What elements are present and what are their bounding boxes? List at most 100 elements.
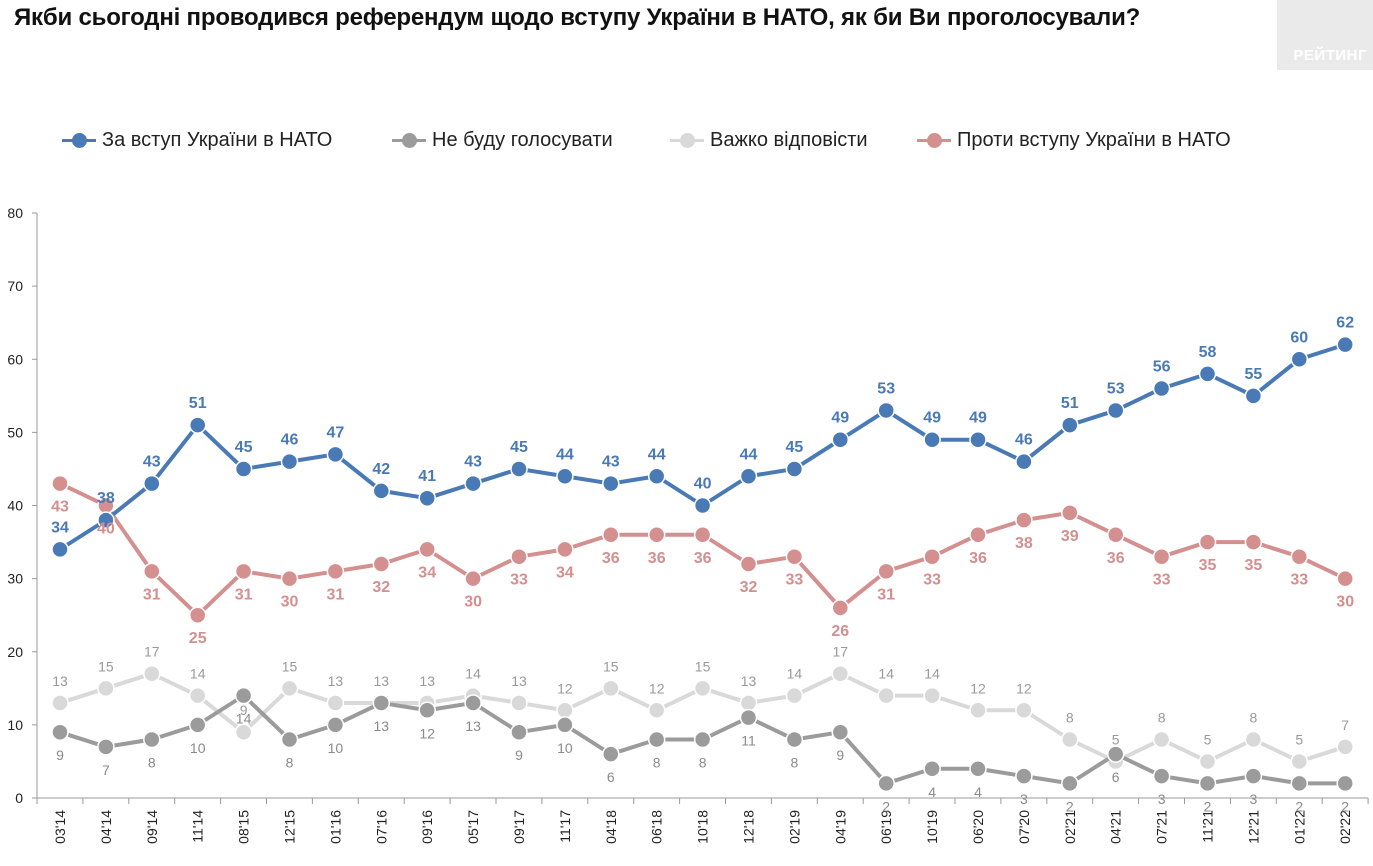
data-label: 44: [648, 446, 666, 463]
data-point: [188, 606, 207, 624]
series-2: [51, 664, 1354, 771]
legend-swatch: [62, 122, 96, 158]
x-tick-label: 06'18: [649, 810, 665, 844]
data-label: 12: [970, 680, 986, 696]
data-point: [602, 474, 620, 493]
data-label: 8: [148, 755, 156, 771]
data-label: 26: [831, 623, 849, 640]
data-point: [510, 460, 528, 478]
legend-item-1[interactable]: Не буду голосувати: [392, 122, 613, 158]
y-tick-label: 40: [7, 498, 23, 514]
data-point: [1290, 752, 1309, 771]
legend-item-2[interactable]: Важко відповісти: [670, 122, 868, 158]
data-label: 53: [877, 380, 895, 397]
y-tick-label: 20: [7, 644, 23, 660]
data-label: 38: [97, 490, 115, 507]
x-tick-label: 01'22: [1291, 810, 1307, 844]
x-tick-label: 04'19: [832, 810, 848, 844]
data-point: [1061, 416, 1079, 434]
data-label: 45: [235, 439, 253, 456]
data-point: [969, 430, 987, 449]
data-point: [418, 701, 436, 719]
data-point: [647, 526, 666, 544]
data-label: 53: [1107, 380, 1125, 397]
data-point: [280, 452, 299, 471]
data-label: 13: [419, 673, 435, 689]
data-point: [51, 474, 69, 493]
data-point: [1106, 401, 1125, 420]
legend-label: Проти вступу України в НАТО: [957, 128, 1231, 151]
y-tick-label: 80: [7, 205, 23, 221]
data-label: 33: [786, 572, 804, 589]
data-label: 34: [556, 564, 574, 581]
data-label: 25: [189, 630, 207, 647]
data-point: [877, 562, 895, 581]
legend-item-0[interactable]: За вступ України в НАТО: [62, 122, 332, 158]
data-point: [280, 730, 299, 749]
y-tick-label: 0: [15, 790, 23, 806]
data-label: 33: [1290, 572, 1308, 589]
y-tick-label: 70: [7, 278, 23, 294]
data-label: 13: [374, 718, 390, 734]
data-point: [556, 701, 574, 719]
legend-item-3[interactable]: Проти вступу України в НАТО: [917, 122, 1231, 158]
x-tick-label: 10'18: [695, 810, 711, 844]
data-label: 30: [464, 594, 482, 611]
data-point: [969, 760, 987, 778]
legend-label: Важко відповісти: [710, 128, 868, 151]
data-point: [647, 730, 666, 749]
data-point: [326, 716, 345, 734]
x-tick-label: 04'18: [603, 810, 619, 844]
data-label: 8: [1250, 710, 1258, 726]
data-point: [923, 760, 941, 778]
data-point: [326, 562, 345, 581]
data-point: [785, 547, 804, 566]
x-tick-label: 12'18: [741, 810, 757, 844]
data-label: 7: [102, 762, 110, 778]
data-point: [602, 745, 620, 763]
data-label: 32: [372, 579, 390, 596]
data-point: [1152, 730, 1171, 749]
data-point: [1336, 569, 1354, 588]
series-labels-1: 9 7 8 10 14 8 10 13 12 13 9 10 6 8 8 11 8 9 2 4 4 3 2 6 3 2 3 2 2: [56, 711, 1349, 815]
data-label: 15: [603, 658, 619, 674]
x-tick-label: 11'14: [190, 810, 206, 843]
data-point: [97, 679, 115, 698]
x-tick-label: 03'14: [52, 810, 68, 844]
data-label: 9: [515, 747, 523, 763]
data-point: [143, 474, 161, 493]
data-point: [372, 482, 391, 500]
y-tick-label: 60: [7, 351, 23, 367]
data-label: 5: [1204, 731, 1212, 747]
data-label: 9: [240, 702, 248, 718]
data-label: 36: [1107, 550, 1125, 567]
x-tick-label: 11'17: [557, 810, 573, 843]
data-point: [418, 540, 436, 559]
data-label: 12: [1016, 680, 1032, 696]
data-label: 35: [1245, 557, 1263, 574]
data-point: [647, 467, 666, 485]
data-point: [51, 694, 69, 712]
series-0: [51, 335, 1354, 559]
data-label: 13: [511, 673, 527, 689]
data-label: 58: [1199, 344, 1217, 361]
data-label: 60: [1290, 329, 1308, 346]
data-point: [326, 445, 345, 464]
data-label: 7: [1341, 717, 1349, 733]
data-label: 45: [786, 439, 804, 456]
data-label: 14: [465, 666, 481, 682]
x-tick-label: 05'17: [465, 810, 481, 844]
data-point: [1106, 745, 1125, 763]
data-label: 31: [877, 586, 895, 603]
x-tick-label: 09'17: [511, 810, 527, 844]
x-tick-label: 07'20: [1016, 810, 1032, 844]
data-point: [1015, 452, 1033, 471]
y-tick-label: 10: [7, 717, 23, 733]
data-point: [693, 679, 712, 698]
legend-label: За вступ України в НАТО: [102, 128, 333, 151]
x-tick-label: 04'14: [98, 810, 114, 844]
data-label: 3: [1020, 791, 1028, 807]
data-label: 12: [649, 680, 665, 696]
data-point: [831, 430, 850, 449]
